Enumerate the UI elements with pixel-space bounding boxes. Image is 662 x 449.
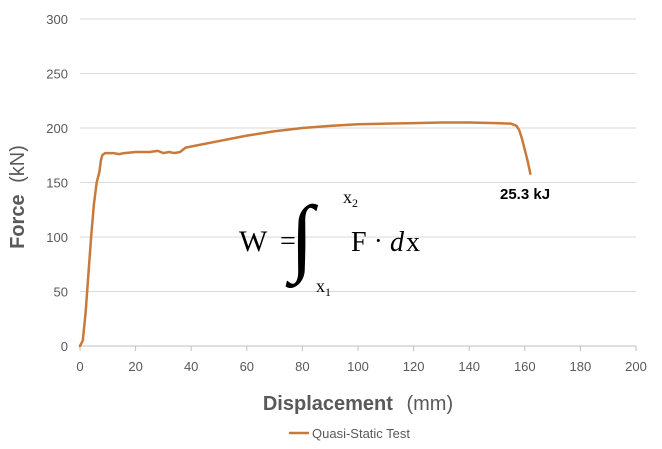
equation-lhs: W [239,225,268,258]
x-tick-label: 180 [570,359,592,374]
y-tick-label: 0 [61,339,68,354]
energy-annotation: 25.3 kJ [500,186,550,203]
y-tick-label: 200 [46,121,68,136]
x-tick-labels: 0 20 40 60 80 100 120 140 160 180 200 [76,359,646,374]
upper-limit: x2 [343,187,358,210]
y-tick-label: 250 [46,67,68,82]
x-axis-title: Displacement (mm) [263,393,453,415]
lower-limit-var: x [316,276,325,296]
differential-var: x [406,227,420,258]
x-tick-label: 40 [184,359,198,374]
x-tick-label: 60 [240,359,254,374]
equation-equals: = [280,226,296,257]
y-axis-title: Force (kN) [7,145,29,249]
y-axis-unit: (kN) [7,145,29,183]
x-tick-label: 160 [514,359,536,374]
integral-sign: ∫ [285,188,319,289]
y-axis-label: Force [7,194,29,248]
x-tick-label: 200 [625,359,647,374]
upper-limit-var: x [343,187,352,207]
gridlines [80,18,636,292]
lower-limit-sub: 1 [325,285,331,299]
differential-d: d [390,227,405,258]
x-tick-label: 100 [347,359,369,374]
x-axis-unit: (mm) [406,393,453,415]
legend-entry: Quasi-Static Test [312,426,410,441]
x-tick-label: 0 [76,359,83,374]
y-tick-labels: 0 50 100 150 200 250 300 [46,12,68,354]
series-group [78,121,532,348]
dot-operator: · [374,226,383,255]
y-tick-label: 50 [54,285,68,300]
integrand: F [351,227,367,258]
series-line-quasi-static-test [78,121,532,348]
lower-limit: x1 [316,276,331,299]
axes [79,345,637,351]
x-axis-label: Displacement [263,393,393,415]
x-tick-label: 20 [128,359,142,374]
x-tick-label: 80 [295,359,309,374]
x-tick-label: 120 [403,359,425,374]
upper-limit-sub: 2 [352,196,358,210]
x-tick-label: 140 [458,359,480,374]
y-tick-label: 150 [46,176,68,191]
y-tick-label: 300 [46,12,68,27]
legend: Quasi-Static Test [289,426,410,441]
work-equation: W = ∫ x2 x1 F · d x [239,187,420,299]
y-tick-label: 100 [46,230,68,245]
